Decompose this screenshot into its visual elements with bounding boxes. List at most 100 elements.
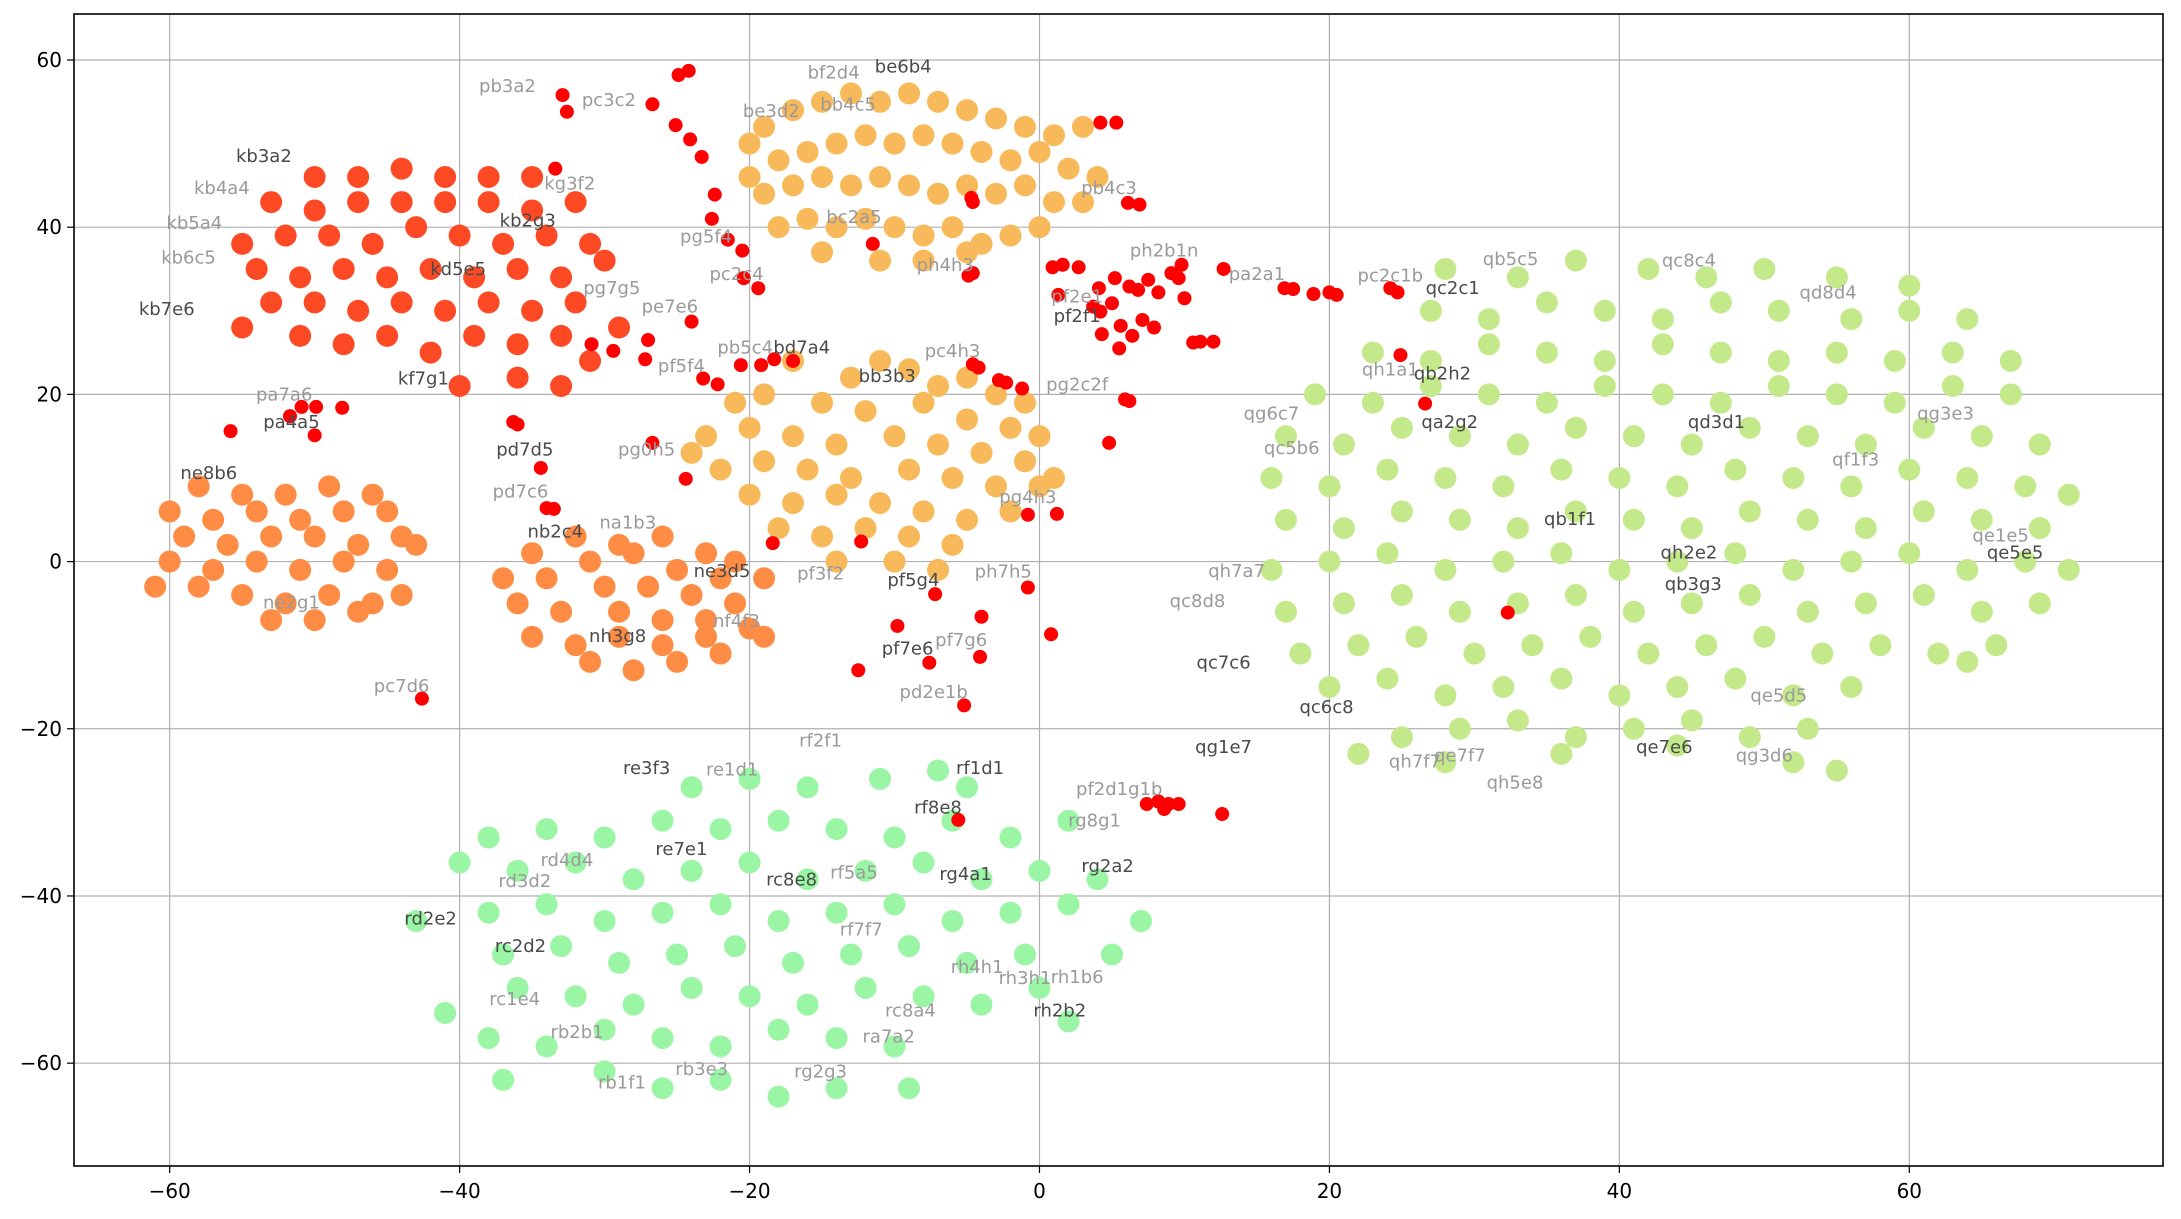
data-point xyxy=(709,1068,732,1091)
data-point xyxy=(1044,627,1059,642)
data-point xyxy=(645,435,660,450)
data-point xyxy=(1651,333,1674,356)
data-point xyxy=(865,236,880,251)
data-point xyxy=(1139,797,1154,812)
data-point xyxy=(666,650,689,673)
data-point xyxy=(956,776,979,799)
data-point xyxy=(550,375,573,398)
data-point xyxy=(1318,475,1341,498)
point-label: rf1d1 xyxy=(956,758,1004,779)
x-tick-label: 60 xyxy=(1897,1179,1922,1203)
point-label: be6b4 xyxy=(875,57,932,78)
series-b-cluster-top xyxy=(738,82,1109,272)
data-point xyxy=(390,157,413,180)
point-label: qg3d6 xyxy=(1736,746,1793,767)
data-point xyxy=(492,1068,515,1091)
data-point xyxy=(1666,734,1689,757)
point-label: rg8g1 xyxy=(1068,811,1121,832)
data-point xyxy=(1028,859,1051,882)
data-point xyxy=(309,399,324,414)
point-label: pc7d6 xyxy=(374,676,430,697)
data-point xyxy=(782,99,805,122)
point-label: pf7e6 xyxy=(882,639,934,660)
data-point xyxy=(1347,742,1370,765)
data-point xyxy=(1608,684,1631,707)
point-label: qb5c5 xyxy=(1483,249,1539,270)
data-point xyxy=(1390,285,1405,300)
data-point xyxy=(1869,634,1892,657)
data-point xyxy=(811,90,834,113)
data-point xyxy=(584,337,599,352)
data-point xyxy=(477,191,500,214)
data-point xyxy=(1825,383,1848,406)
data-point xyxy=(1637,257,1660,280)
point-label: pd7d5 xyxy=(496,440,553,461)
data-point xyxy=(1506,709,1529,732)
data-point xyxy=(1274,600,1297,623)
data-point xyxy=(1477,308,1500,331)
data-point xyxy=(1622,717,1645,740)
point-label: ne8b6 xyxy=(180,463,237,484)
data-point xyxy=(1463,642,1486,665)
y-tick-label: 60 xyxy=(37,48,62,72)
data-point xyxy=(965,266,980,281)
data-point xyxy=(593,575,616,598)
data-point xyxy=(1500,605,1515,620)
data-point xyxy=(695,609,718,632)
series-q-cluster xyxy=(1260,249,2080,782)
data-point xyxy=(506,976,529,999)
data-point xyxy=(970,140,993,163)
data-point xyxy=(405,216,428,239)
data-point xyxy=(564,525,587,548)
data-point xyxy=(593,249,616,272)
data-point xyxy=(796,993,819,1016)
data-point xyxy=(1318,550,1341,573)
data-point xyxy=(684,314,699,329)
data-point xyxy=(477,1027,500,1050)
data-point xyxy=(1477,333,1500,356)
point-label: nf4f3 xyxy=(713,611,760,632)
data-point xyxy=(1013,943,1036,966)
point-label: pg7g5 xyxy=(583,278,640,299)
data-point xyxy=(448,224,471,247)
point-label: kf7g1 xyxy=(398,368,449,389)
data-point xyxy=(289,324,312,347)
data-point xyxy=(991,373,1006,388)
data-point xyxy=(1695,634,1718,657)
data-point xyxy=(1042,466,1065,489)
point-label: bd7a4 xyxy=(773,338,830,359)
point-label: qe7f7 xyxy=(1434,746,1486,767)
data-point xyxy=(1564,726,1587,749)
data-point xyxy=(1013,115,1036,138)
data-point xyxy=(1131,282,1146,297)
data-point xyxy=(704,211,719,226)
data-point xyxy=(912,224,935,247)
point-label: kb4a4 xyxy=(194,178,250,199)
data-point xyxy=(1985,634,2008,657)
data-point xyxy=(796,776,819,799)
data-point xyxy=(753,450,776,473)
data-point xyxy=(521,299,544,322)
point-label: rb1f1 xyxy=(598,1072,646,1093)
data-point xyxy=(376,500,399,523)
data-point xyxy=(1767,375,1790,398)
data-point xyxy=(1477,383,1500,406)
data-point xyxy=(1854,517,1877,540)
point-label: ra7a2 xyxy=(863,1026,915,1047)
data-point xyxy=(1093,115,1108,130)
data-point xyxy=(202,558,225,581)
data-point xyxy=(361,483,384,506)
data-point xyxy=(216,533,239,556)
data-point xyxy=(1912,416,1935,439)
data-point xyxy=(825,550,848,573)
data-point xyxy=(2057,558,2080,581)
data-point xyxy=(1434,257,1457,280)
data-point xyxy=(985,383,1008,406)
data-point xyxy=(811,166,834,189)
data-point xyxy=(289,508,312,531)
data-point xyxy=(883,826,906,849)
data-point xyxy=(1122,394,1137,409)
data-point xyxy=(1506,433,1529,456)
data-point xyxy=(1135,312,1150,327)
data-point xyxy=(2057,483,2080,506)
